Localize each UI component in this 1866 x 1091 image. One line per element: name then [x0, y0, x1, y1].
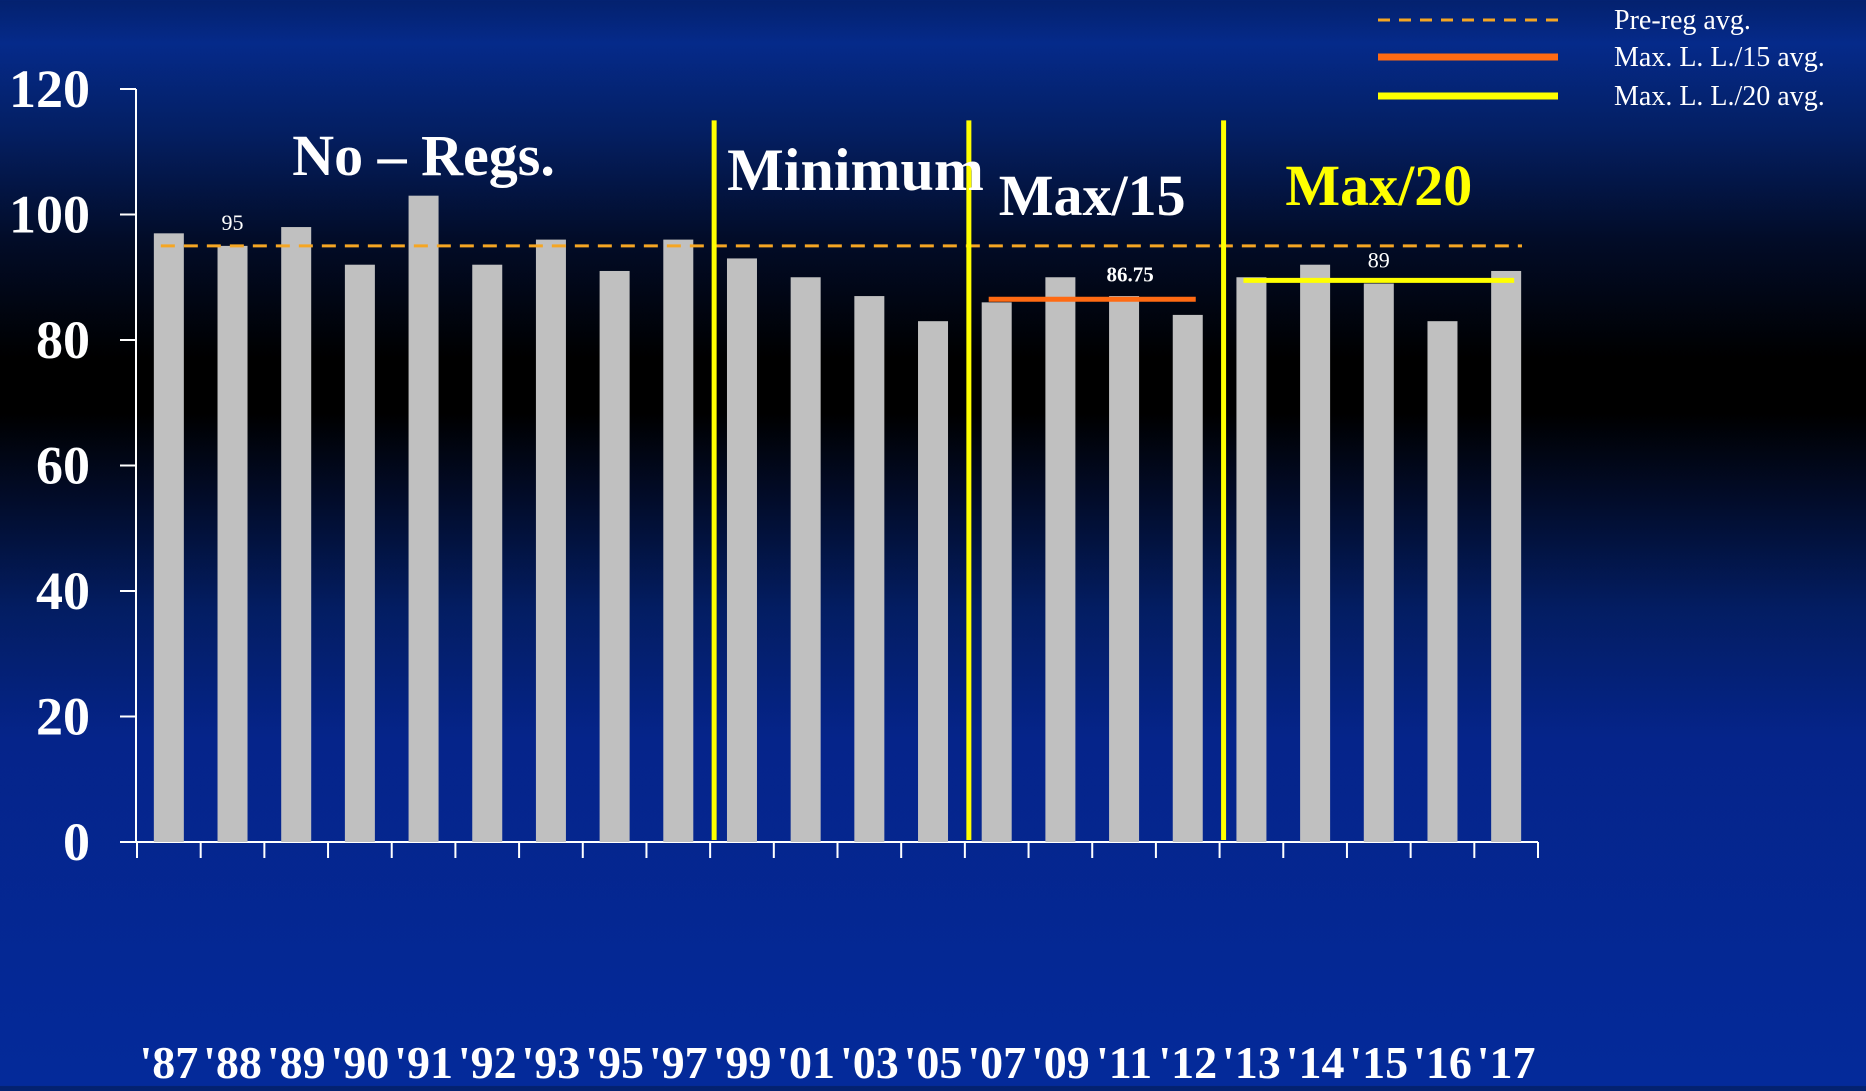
- x-tick-label: '09: [1031, 1037, 1090, 1086]
- x-tick-label: '87: [139, 1037, 198, 1086]
- bar: [726, 258, 757, 842]
- bar: [1491, 270, 1522, 843]
- y-tick-label: 0: [63, 812, 90, 872]
- bar: [1363, 283, 1394, 842]
- x-tick-label: '99: [713, 1037, 772, 1086]
- bar: [663, 239, 694, 843]
- bar: [344, 264, 375, 842]
- x-tick-label: '13: [1222, 1037, 1281, 1086]
- y-tick-label: 60: [36, 436, 90, 496]
- bar: [217, 245, 248, 842]
- x-tick-label: '17: [1477, 1037, 1536, 1086]
- bar: [153, 233, 184, 842]
- bars: [153, 195, 1522, 843]
- data-label: 86.75: [1106, 263, 1153, 287]
- x-tick-label: '11: [1096, 1037, 1152, 1086]
- y-tick-label: 40: [36, 561, 90, 621]
- bar: [1236, 277, 1267, 842]
- x-tick-label: '90: [330, 1037, 389, 1086]
- x-tick-label: '14: [1286, 1037, 1345, 1086]
- x-tick-label: '07: [967, 1037, 1026, 1086]
- period-dividers: [711, 120, 1227, 840]
- bar: [854, 296, 885, 842]
- x-tick-label: '12: [1158, 1037, 1217, 1086]
- bar: [599, 270, 630, 843]
- x-tick-label: '88: [203, 1037, 262, 1086]
- data-labels: 95 86.75 89: [222, 210, 1390, 287]
- x-tick-label: '01: [776, 1037, 835, 1086]
- bar: [918, 321, 949, 842]
- bar: [1109, 296, 1140, 842]
- period-label: Max/15: [999, 163, 1186, 228]
- x-tick-label: '93: [522, 1037, 581, 1086]
- legend-label: Pre-reg avg.: [1614, 5, 1751, 36]
- y-tick-label: 80: [36, 310, 90, 370]
- y-tick-label: 100: [9, 185, 90, 245]
- x-tick-label: '95: [585, 1037, 644, 1086]
- bar: [1427, 321, 1458, 842]
- bar: [981, 302, 1012, 843]
- x-tick-label: '97: [649, 1037, 708, 1086]
- data-label: 95: [222, 210, 244, 235]
- x-tick-label: '89: [267, 1037, 326, 1086]
- period-label: No – Regs.: [292, 123, 555, 188]
- x-tick-label: '91: [394, 1037, 453, 1086]
- y-tick-label: 20: [36, 687, 90, 747]
- bar: [790, 277, 821, 842]
- bar: [1300, 264, 1331, 842]
- bar: [281, 227, 312, 843]
- legend-label: Max. L. L./15 avg.: [1614, 42, 1825, 73]
- legend: Pre-reg avg. Max. L. L./15 avg. Max. L. L.…: [1378, 5, 1825, 112]
- bar: [1045, 277, 1076, 842]
- x-tick-label: '15: [1349, 1037, 1408, 1086]
- y-tick-label: 120: [9, 59, 90, 119]
- x-tick-label: '05: [904, 1037, 963, 1086]
- data-label: 89: [1368, 248, 1390, 273]
- bar: [408, 195, 439, 843]
- period-label: Max/20: [1285, 153, 1472, 218]
- reference-lines: [160, 244, 1522, 302]
- bar: [535, 239, 566, 843]
- x-tick-label: '92: [458, 1037, 517, 1086]
- legend-label: Max. L. L./20 avg.: [1614, 81, 1825, 112]
- x-tick-label: '16: [1413, 1037, 1472, 1086]
- bar: [1172, 314, 1203, 842]
- bar: [472, 264, 503, 842]
- x-tick-label: '03: [840, 1037, 899, 1086]
- period-label: Minimum: [727, 137, 984, 203]
- period-labels: No – Regs. Minimum Max/15 Max/20: [292, 123, 1472, 228]
